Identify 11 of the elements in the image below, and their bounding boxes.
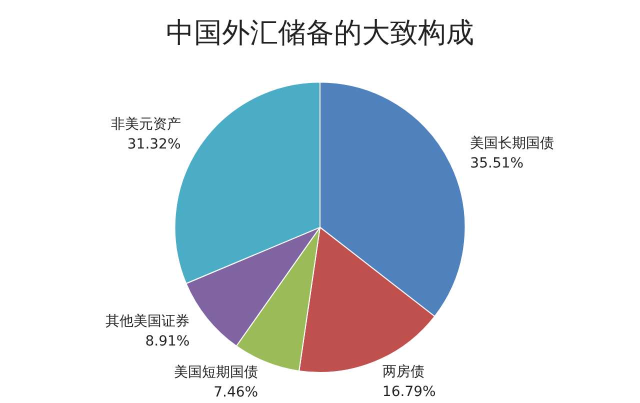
data-label: 16.79% [382,384,436,400]
slice-label: 美国长期国债 [470,135,554,152]
slice-label: 其他美国证券 [106,314,190,330]
data-label: 7.46% [214,384,258,400]
slice-label: 美国短期国债 [174,364,258,380]
slice-label: 两房债 [382,364,424,380]
data-label: 31.32% [127,136,181,152]
slice-label: 非美元资产 [110,116,181,132]
data-label: 35.51% [470,155,524,172]
chart-title: 中国外汇储备的大致构成 [166,16,474,50]
data-label: 8.91% [145,334,190,350]
